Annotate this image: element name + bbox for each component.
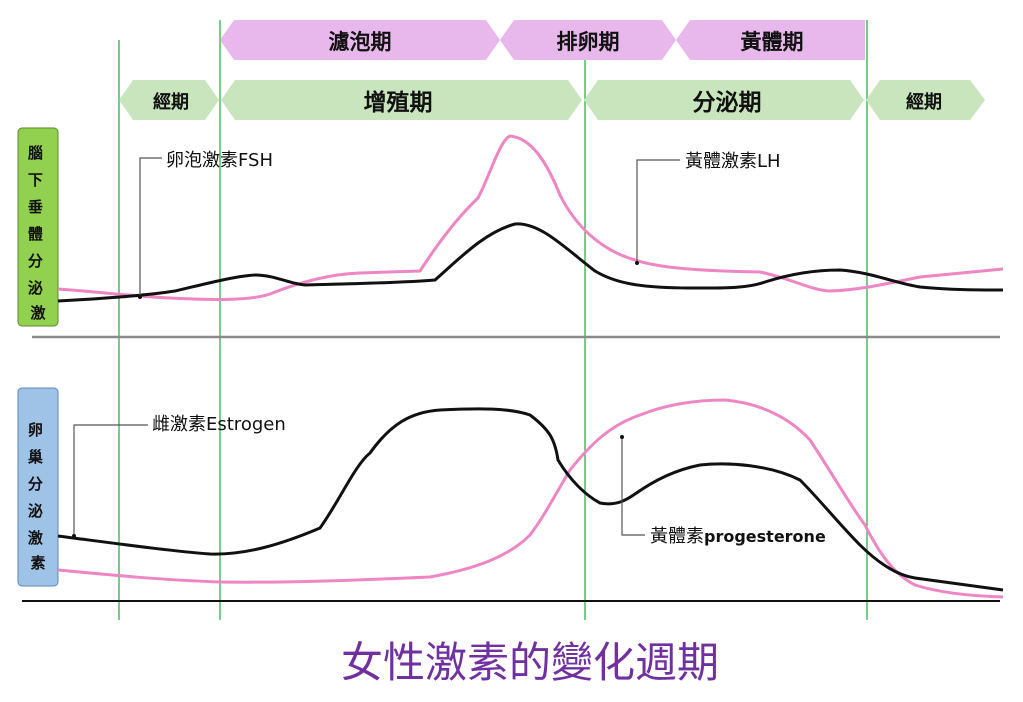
pituitary-char-5: 分: [28, 252, 43, 270]
arrow-ovulation-phase: [500, 20, 676, 60]
diagram-title: 女性激素的變化週期: [341, 638, 719, 687]
arrow-follicular-phase: [220, 20, 500, 60]
estrogen-label-suffix: Estrogen: [206, 414, 286, 435]
uterine-phase-row: 經期 增殖期 分泌期 經期: [119, 80, 985, 120]
pituitary-char-4: 體: [28, 225, 43, 243]
fsh-label: 卵泡激素FSH: [166, 150, 273, 171]
label-luteal-phase: 黃體期: [741, 30, 804, 54]
progesterone-label: 黃體素progesterone: [650, 526, 826, 547]
label-menses-start: 經期: [153, 91, 189, 113]
estrogen-leader-dot: [72, 534, 76, 538]
arrow-proliferative-phase: [221, 80, 582, 120]
progesterone-label-prefix: 黃體素: [650, 526, 704, 547]
label-menses-end: 經期: [906, 91, 942, 113]
estrogen-label: 雌激素Estrogen: [152, 414, 286, 435]
label-ovulation-phase: 排卵期: [557, 30, 620, 54]
lh-leader-line: [636, 159, 680, 263]
fsh-curve: [57, 222, 1004, 303]
pituitary-char-6: 泌: [28, 279, 43, 297]
pituitary-char-1: 腦: [28, 144, 43, 162]
arrow-menses-start: [119, 80, 219, 120]
pituitary-char-2: 下: [28, 171, 43, 189]
pituitary-side-label: 腦 下 垂 體 分 泌 激: [28, 144, 48, 322]
estrogen-label-prefix: 雌激素: [152, 414, 206, 435]
ovary-side-label: 卵 巢 分 泌 激 素: [27, 421, 48, 572]
estrogen-leader-line: [73, 424, 148, 536]
ovary-side-box: 卵 巢 分 泌 激 素: [17, 387, 59, 587]
label-proliferative-phase: 增殖期: [364, 89, 433, 116]
label-follicular-phase: 濾泡期: [329, 30, 392, 54]
progesterone-label-suffix: progesterone: [704, 527, 826, 546]
phase-guide-lines: [118, 20, 868, 620]
lh-label: 黃體激素LH: [685, 151, 781, 172]
pituitary-char-7: 激: [30, 304, 46, 322]
ovary-char-2: 巢: [27, 448, 43, 466]
ovary-char-6: 素: [30, 554, 45, 572]
pituitary-side-box: 腦 下 垂 體 分 泌 激: [17, 127, 59, 327]
ovarian-phase-row: 濾泡期 排卵期 黃體期: [220, 20, 865, 60]
progesterone-curve: [57, 398, 1004, 599]
lh-leader-dot: [635, 261, 639, 265]
lh-curve: [57, 134, 1004, 301]
progesterone-leader-dot: [620, 435, 624, 439]
ovary-char-5: 激: [28, 529, 44, 547]
fsh-leader-line: [139, 157, 162, 297]
arrow-secretory-phase: [584, 80, 864, 120]
ovary-char-1: 卵: [28, 421, 43, 439]
pituitary-char-3: 垂: [28, 198, 43, 216]
estrogen-curve: [57, 407, 1004, 592]
arrow-luteal-phase: [676, 20, 865, 60]
ovary-char-3: 分: [28, 475, 43, 493]
label-secretory-phase: 分泌期: [693, 89, 762, 116]
progesterone-leader-line: [621, 437, 645, 536]
ovary-char-4: 泌: [28, 502, 43, 520]
fsh-leader-dot: [138, 295, 142, 299]
arrow-menses-end: [866, 80, 985, 120]
